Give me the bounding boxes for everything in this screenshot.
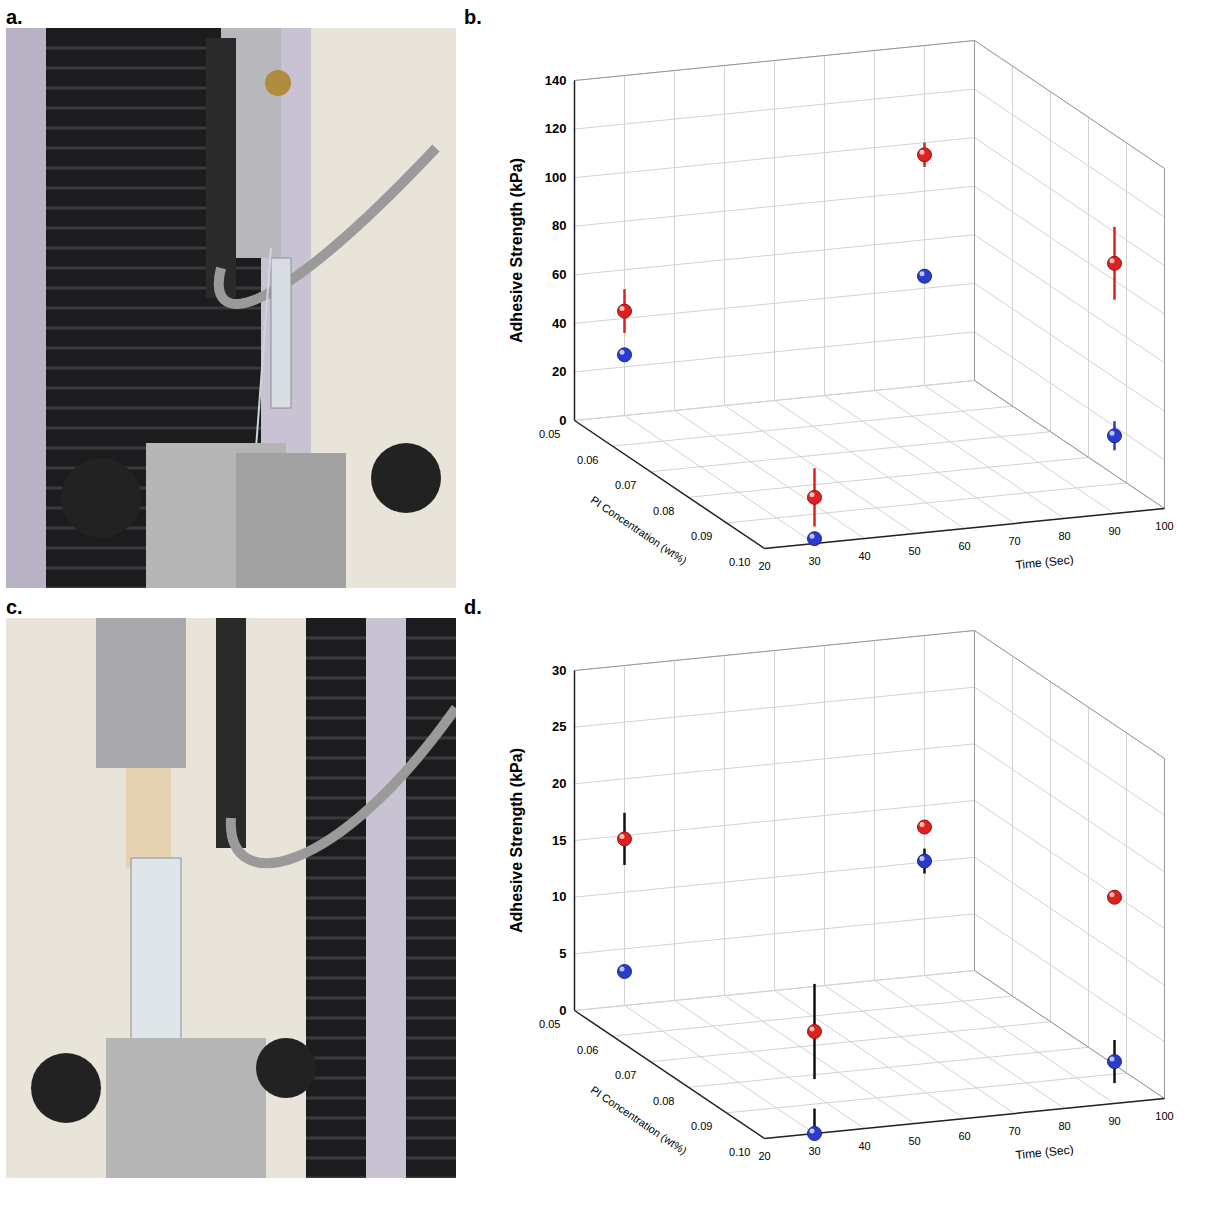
svg-text:0.07: 0.07 <box>615 479 636 491</box>
svg-text:Time (Sec): Time (Sec) <box>1015 552 1074 572</box>
svg-text:140: 140 <box>545 73 567 88</box>
svg-text:0.08: 0.08 <box>653 1095 674 1107</box>
svg-text:0.10: 0.10 <box>729 556 750 568</box>
svg-text:60: 60 <box>958 1130 970 1142</box>
svg-text:0.07: 0.07 <box>615 1069 636 1081</box>
svg-text:50: 50 <box>908 545 920 557</box>
svg-text:0.05: 0.05 <box>539 428 560 440</box>
svg-text:0.08: 0.08 <box>653 505 674 517</box>
svg-text:70: 70 <box>1008 1125 1020 1137</box>
svg-text:60: 60 <box>552 267 566 282</box>
svg-text:70: 70 <box>1008 535 1020 547</box>
html-text:c.: c. <box>6 596 23 618</box>
svg-text:0.06: 0.06 <box>577 454 598 466</box>
svg-text:60: 60 <box>958 540 970 552</box>
svg-text:10: 10 <box>552 889 566 904</box>
svg-text:40: 40 <box>858 1140 870 1152</box>
svg-text:120: 120 <box>545 121 567 136</box>
svg-text:25: 25 <box>552 719 566 734</box>
svg-text:90: 90 <box>1108 525 1120 537</box>
svg-text:0.09: 0.09 <box>691 1120 712 1132</box>
html-text:a.: a. <box>6 6 23 28</box>
svg-text:20: 20 <box>758 560 770 572</box>
svg-text:PI Concentration (wt%): PI Concentration (wt%) <box>589 494 690 567</box>
svg-text:0.09: 0.09 <box>691 530 712 542</box>
svg-text:0: 0 <box>559 413 566 428</box>
svg-text:30: 30 <box>552 663 566 678</box>
html-text:d.: d. <box>464 596 482 618</box>
svg-text:80: 80 <box>552 218 566 233</box>
svg-text:15: 15 <box>552 833 566 848</box>
svg-text:Adhesive Strength (kPa): Adhesive Strength (kPa) <box>508 158 525 343</box>
svg-text:40: 40 <box>552 316 566 331</box>
svg-text:0.05: 0.05 <box>539 1018 560 1030</box>
svg-text:90: 90 <box>1108 1115 1120 1127</box>
svg-text:30: 30 <box>808 1145 820 1157</box>
svg-text:100: 100 <box>1155 520 1173 532</box>
svg-text:0: 0 <box>559 1003 566 1018</box>
svg-text:100: 100 <box>1155 1110 1173 1122</box>
svg-text:Time (Sec): Time (Sec) <box>1015 1142 1074 1162</box>
svg-text:40: 40 <box>858 550 870 562</box>
svg-text:0.06: 0.06 <box>577 1044 598 1056</box>
svg-text:PI Concentration (wt%): PI Concentration (wt%) <box>589 1084 690 1157</box>
svg-text:20: 20 <box>552 776 566 791</box>
svg-text:80: 80 <box>1058 530 1070 542</box>
svg-text:80: 80 <box>1058 1120 1070 1132</box>
svg-text:5: 5 <box>559 946 566 961</box>
svg-text:20: 20 <box>552 364 566 379</box>
svg-text:30: 30 <box>808 555 820 567</box>
svg-text:Adhesive Strength (kPa): Adhesive Strength (kPa) <box>508 748 525 933</box>
svg-text:20: 20 <box>758 1150 770 1162</box>
svg-text:50: 50 <box>908 1135 920 1147</box>
svg-text:0.10: 0.10 <box>729 1146 750 1158</box>
html-text:b.: b. <box>464 6 482 28</box>
svg-text:100: 100 <box>545 170 567 185</box>
